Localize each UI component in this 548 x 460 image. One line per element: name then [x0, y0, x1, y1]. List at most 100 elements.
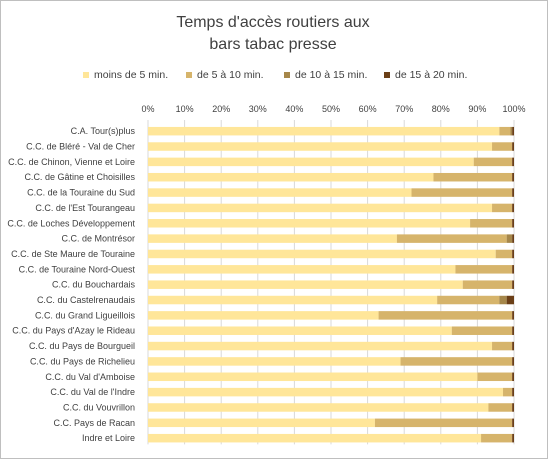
category-label-9: C.C. de Touraine Nord-Ouest: [19, 264, 136, 274]
category-label-4: C.C. de la Touraine du Sud: [27, 188, 135, 198]
x-axis-ticks: 0% 10% 20% 30% 40% 50% 60% 70% 80% 90% 100%: [141, 104, 525, 114]
bar-segment: [148, 418, 375, 428]
bar-segment: [512, 142, 514, 151]
x-tick-label-9: 90%: [468, 104, 486, 114]
bar-segment: [148, 142, 493, 151]
bar-segment: [148, 265, 456, 274]
bar-segment: [512, 234, 514, 243]
bar-segment: [481, 433, 513, 443]
category-label-17: C.C. du Val de l'Indre: [50, 387, 135, 397]
category-label-3: C.C. de Gâtine et Choisilles: [24, 172, 135, 182]
bar-segment: [148, 172, 434, 182]
category-label-2: C.C. de Chinon, Vienne et Loire: [8, 157, 135, 167]
bar-segment: [512, 157, 514, 167]
bar-segment: [512, 219, 514, 228]
bars: [148, 126, 514, 443]
bar-segment: [492, 341, 513, 351]
chart-title-line-1: Temps d'accès routiers aux: [176, 14, 369, 31]
bar-segment: [477, 372, 513, 382]
bar-segment: [512, 311, 514, 320]
bar-segment: [148, 403, 489, 412]
bar-segment: [512, 265, 514, 274]
bar-segment: [473, 157, 513, 167]
x-tick-label-7: 70%: [395, 104, 413, 114]
legend-swatch-1: [186, 72, 192, 78]
bar-segment: [148, 249, 496, 259]
x-tick-label-10: 100%: [502, 104, 525, 114]
bar-segment: [148, 433, 482, 443]
x-tick-label-4: 40%: [285, 104, 303, 114]
category-label-15: C.C. du Pays de Richelieu: [30, 356, 135, 366]
bar-segment: [411, 188, 513, 197]
bar-segment: [148, 326, 452, 335]
legend-swatch-0: [83, 72, 89, 78]
category-label-13: C.C. du Pays d'Azay le Rideau: [12, 326, 135, 336]
legend-swatch-2: [284, 72, 290, 78]
category-label-18: C.C. du Vouvrillon: [63, 402, 135, 412]
category-label-5: C.C. de l'Est Tourangeau: [35, 203, 135, 213]
bar-segment: [148, 280, 463, 289]
bar-segment: [503, 387, 513, 397]
bar-segment: [488, 403, 513, 412]
bar-segment: [148, 357, 401, 366]
legend-label-0: moins de 5 min.: [94, 69, 168, 81]
bar-segment: [512, 326, 514, 335]
bar-segment: [512, 387, 514, 397]
bar-segment: [512, 126, 514, 136]
category-label-1: C.C. de Bléré - Val de Cher: [26, 142, 135, 152]
chart-title-line-2: bars tabac presse: [209, 36, 336, 53]
legend: moins de 5 min. de 5 à 10 min. de 10 à 15 …: [83, 69, 467, 81]
bar-segment: [433, 172, 513, 182]
bar-segment: [148, 295, 438, 305]
x-tick-label-5: 50%: [322, 104, 340, 114]
bar-segment: [512, 341, 514, 351]
bar-segment: [512, 188, 514, 197]
bar-segment: [499, 295, 507, 305]
legend-label-1: de 5 à 10 min.: [197, 69, 264, 81]
bar-segment: [510, 126, 513, 136]
category-label-8: C.C. de Ste Maure de Touraine: [11, 249, 135, 259]
bar-segment: [455, 265, 513, 274]
bar-segment: [492, 142, 513, 151]
legend-label-3: de 15 à 20 min.: [395, 69, 467, 81]
x-tick-label-2: 20%: [212, 104, 230, 114]
bar-segment: [148, 219, 471, 228]
x-tick-label-3: 30%: [249, 104, 267, 114]
bar-segment: [148, 341, 493, 351]
bar-segment: [148, 188, 412, 197]
bar-segment: [378, 311, 513, 320]
bar-segment: [400, 357, 513, 366]
bar-segment: [148, 234, 397, 243]
category-label-10: C.C. du Bouchardais: [52, 280, 136, 290]
category-label-11: C.C. du Castelrenaudais: [37, 295, 136, 305]
bar-segment: [499, 126, 511, 136]
bar-segment: [451, 326, 513, 335]
category-label-19: C.C. Pays de Racan: [53, 418, 135, 428]
x-tick-label-0: 0%: [141, 104, 154, 114]
x-tick-label-6: 60%: [359, 104, 377, 114]
bar-segment: [512, 372, 514, 382]
category-label-16: C.C. du Val d'Amboise: [45, 372, 135, 382]
bar-segment: [512, 403, 514, 412]
legend-swatch-3: [384, 72, 390, 78]
bar-segment: [495, 249, 513, 259]
bar-segment: [512, 203, 514, 213]
bar-segment: [506, 234, 513, 243]
category-label-14: C.C. du Pays de Bourgueil: [29, 341, 135, 351]
bar-segment: [148, 387, 504, 397]
category-label-7: C.C. de Montrésor: [61, 234, 135, 244]
category-label-6: C.C. de Loches Développement: [7, 218, 135, 228]
bar-segment: [492, 203, 513, 213]
category-label-0: C.A. Tour(s)plus: [71, 126, 136, 136]
legend-label-2: de 10 à 15 min.: [295, 69, 367, 81]
bar-segment: [148, 126, 500, 136]
x-tick-label-1: 10%: [176, 104, 194, 114]
bar-segment: [396, 234, 507, 243]
bar-segment: [437, 295, 500, 305]
bar-segment: [148, 372, 478, 382]
bar-segment: [148, 157, 474, 167]
category-labels: C.A. Tour(s)plus C.C. de Bléré - Val de C…: [7, 126, 135, 443]
bar-segment: [462, 280, 513, 289]
